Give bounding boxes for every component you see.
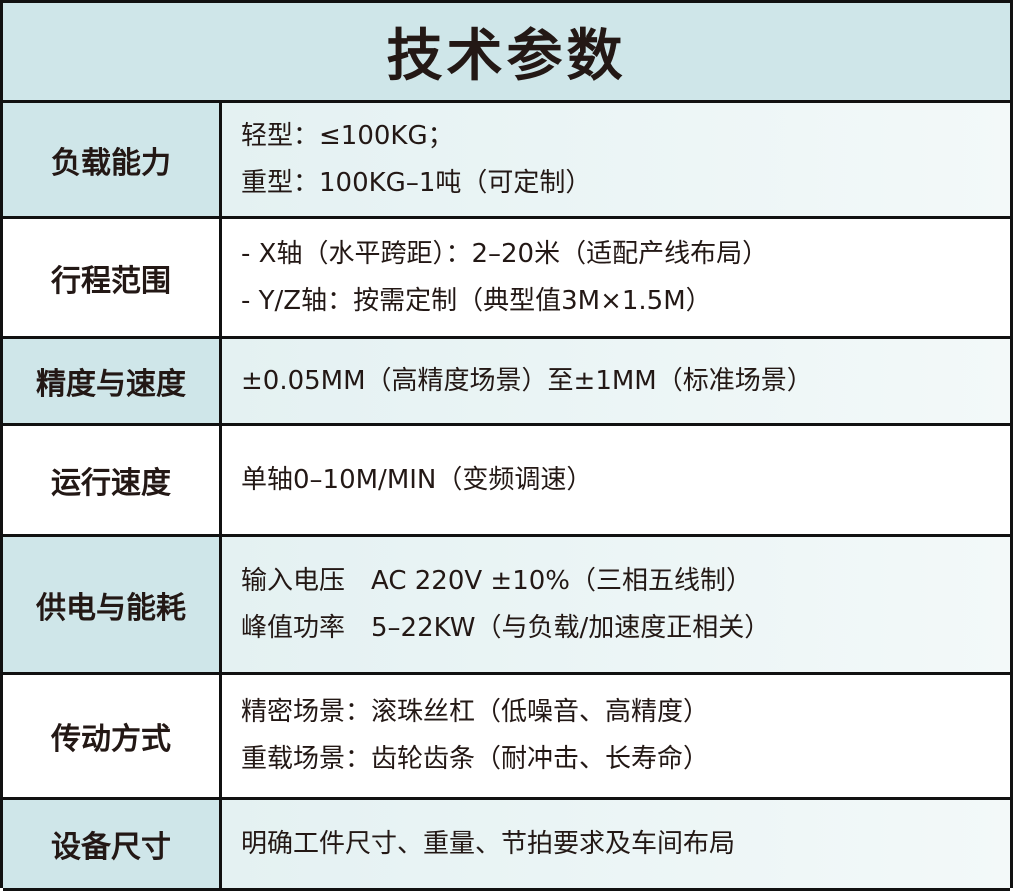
value-line: 明确工件尺寸、重量、节拍要求及车间布局 [241, 828, 736, 859]
row-value: - X轴（水平跨距）：2–20米（适配产线布局） - Y/Z轴：按需定制（典型值… [222, 219, 1010, 336]
row-value: ±0.05MM（高精度场景）至±1MM（标准场景） [222, 339, 1010, 423]
value-line: 峰值功率 5–22KW（与负载/加速度正相关） [241, 612, 771, 643]
table-row: 设备尺寸 明确工件尺寸、重量、节拍要求及车间布局 [3, 800, 1010, 891]
row-label: 供电与能耗 [3, 537, 222, 672]
value-line: 重载场景：齿轮齿条（耐冲击、长寿命） [241, 744, 710, 774]
value-line: 输入电压 AC 220V ±10%（三相五线制） [241, 565, 752, 596]
row-label: 精度与速度 [3, 339, 222, 423]
value-line: 轻型：≤100KG； [241, 120, 454, 151]
row-value: 输入电压 AC 220V ±10%（三相五线制） 峰值功率 5–22KW（与负载… [222, 537, 1010, 672]
row-value: 精密场景：滚珠丝杠（低噪音、高精度） 重载场景：齿轮齿条（耐冲击、长寿命） [222, 675, 1010, 797]
value-line: ±0.05MM（高精度场景）至±1MM（标准场景） [241, 365, 813, 396]
table-row: 传动方式 精密场景：滚珠丝杠（低噪音、高精度） 重载场景：齿轮齿条（耐冲击、长寿… [3, 675, 1010, 800]
table-row: 负载能力 轻型：≤100KG； 重型：100KG–1吨（可定制） [3, 103, 1010, 219]
row-label: 运行速度 [3, 426, 222, 534]
row-value: 单轴0–10M/MIN（变频调速） [222, 426, 1010, 534]
value-line: 精密场景：滚珠丝杠（低噪音、高精度） [241, 697, 710, 727]
value-line: 单轴0–10M/MIN（变频调速） [241, 464, 593, 495]
table-row: 精度与速度 ±0.05MM（高精度场景）至±1MM（标准场景） [3, 339, 1010, 426]
table-row: 供电与能耗 输入电压 AC 220V ±10%（三相五线制） 峰值功率 5–22… [3, 537, 1010, 675]
row-value: 轻型：≤100KG； 重型：100KG–1吨（可定制） [222, 103, 1010, 216]
row-label: 设备尺寸 [3, 800, 222, 888]
value-line: - X轴（水平跨距）：2–20米（适配产线布局） [241, 238, 769, 269]
value-line: - Y/Z轴：按需定制（典型值3M×1.5M） [241, 285, 712, 316]
row-label: 传动方式 [3, 675, 222, 797]
row-value: 明确工件尺寸、重量、节拍要求及车间布局 [222, 800, 1010, 888]
row-label: 负载能力 [3, 103, 222, 216]
value-line: 重型：100KG–1吨（可定制） [241, 167, 592, 198]
table-row: 行程范围 - X轴（水平跨距）：2–20米（适配产线布局） - Y/Z轴：按需定… [3, 219, 1010, 339]
row-label: 行程范围 [3, 219, 222, 336]
table-row: 运行速度 单轴0–10M/MIN（变频调速） [3, 426, 1010, 537]
table-title: 技术参数 [3, 3, 1010, 103]
